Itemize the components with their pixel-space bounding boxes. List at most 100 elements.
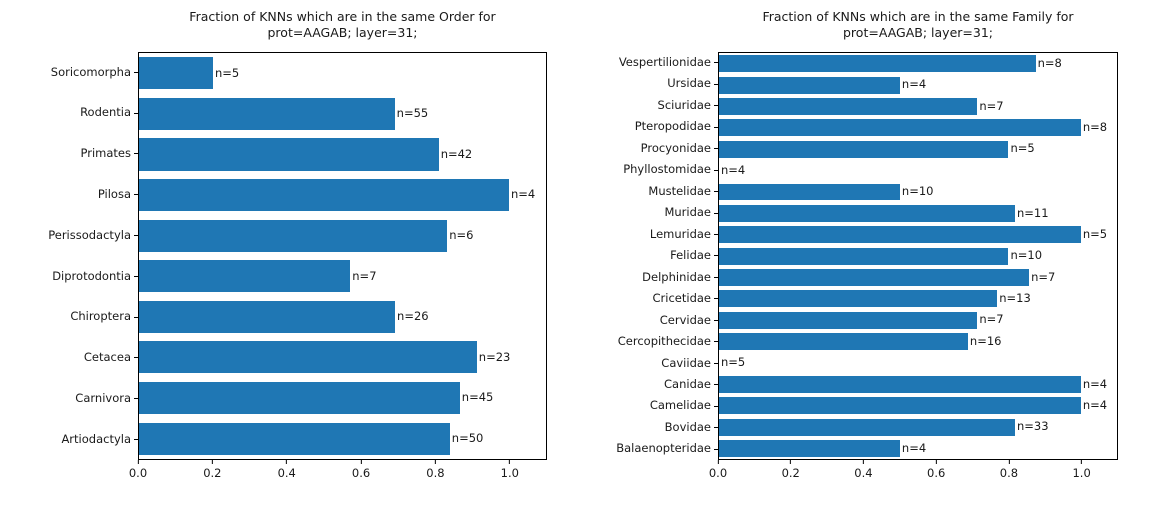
y-tick-label: Rodentia [80, 105, 131, 120]
y-tick-row: Primates [0, 134, 138, 175]
y-tick-label: Procyonidae [640, 140, 711, 155]
x-tick: 0.6 [927, 460, 945, 480]
y-tick-mark [714, 319, 718, 321]
bar-row: n=7 [719, 310, 1117, 331]
x-tick: 0.0 [709, 460, 727, 480]
bar-count-label: n=42 [440, 146, 473, 161]
bar-count-label: n=4 [1082, 376, 1108, 391]
x-tick-label: 0.0 [708, 466, 728, 480]
bar [719, 119, 1081, 137]
y-tick-row: Diprotodontia [0, 256, 138, 297]
y-tick-mark [134, 235, 138, 237]
x-tick: 0.4 [854, 460, 873, 480]
x-tick-mark [211, 460, 213, 464]
bar-row: n=5 [139, 53, 546, 94]
y-tick-mark [714, 255, 718, 257]
y-tick-mark [714, 148, 718, 150]
x-tick-label: 0.6 [351, 466, 371, 480]
bar-row: n=4 [719, 74, 1117, 95]
x-tick-mark [360, 460, 362, 464]
bars: n=5 n=55 n=42 n=4 n=6 n=7 n=26 n=23 n=45 n=50 [139, 53, 546, 459]
bar [719, 290, 998, 308]
y-tick-row: Mustelidae [558, 181, 718, 202]
y-tick-row: Artiodactyla [0, 419, 138, 460]
y-tick-mark [134, 194, 138, 196]
y-tick-mark [714, 405, 718, 407]
y-tick-label: Cetacea [83, 350, 131, 365]
bar-count-label: n=10 [1010, 248, 1043, 263]
bar-row: n=42 [139, 134, 546, 175]
bar-count-label: n=4 [901, 440, 927, 455]
bar-count-label: n=7 [1031, 269, 1056, 284]
bar-row: n=8 [719, 117, 1117, 138]
y-tick-mark [714, 212, 718, 214]
bar-row: n=4 [719, 438, 1117, 459]
y-tick-label: Muridae [664, 205, 711, 220]
y-tick-mark [714, 169, 718, 171]
y-tick-mark [714, 448, 718, 450]
y-tick-label: Mustelidae [648, 183, 711, 198]
y-tick-row: Pilosa [0, 174, 138, 215]
y-tick-mark [714, 427, 718, 429]
y-axis-labels: Soricomorpha Rodentia Primates Pilosa Periss… [0, 52, 138, 460]
x-tick-mark [509, 460, 511, 464]
x-tick-label: 1.0 [500, 466, 519, 480]
bar-count-label: n=4 [901, 77, 927, 92]
x-tick-mark [1081, 460, 1083, 464]
bar-count-label: n=7 [979, 312, 1004, 327]
y-tick-row: Ursidae [558, 73, 718, 94]
x-tick-label: 0.2 [203, 466, 222, 480]
y-tick-label: Balaenopteridae [616, 441, 711, 456]
bar-row: n=45 [139, 378, 546, 419]
y-tick-mark [714, 105, 718, 107]
y-tick-mark [714, 62, 718, 64]
x-tick-mark [935, 460, 937, 464]
x-tick-label: 0.0 [128, 466, 148, 480]
bars: n=8 n=4 n=7 n=8 n=5 n=4 n=10 n=11 n=5 n=10 n=7 n=13… [719, 53, 1117, 459]
y-tick-row: Chiroptera [0, 297, 138, 338]
y-tick-mark [714, 191, 718, 193]
y-tick-label: Delphinidae [642, 269, 711, 284]
bar-row: n=11 [719, 203, 1117, 224]
chart-title-line2: prot=AAGAB; layer=31; [267, 25, 418, 40]
x-tick: 0.2 [782, 460, 800, 480]
y-tick-row: Canidae [558, 374, 718, 395]
bar-count-label: n=4 [511, 187, 536, 202]
bar [719, 440, 900, 457]
bar [139, 260, 351, 293]
bar-count-label: n=7 [352, 268, 377, 283]
y-tick-row: Carnivora [0, 378, 138, 419]
bar-row: n=4 [719, 395, 1117, 416]
y-tick-row: Vespertilionidae [558, 52, 718, 73]
y-tick-mark [134, 439, 138, 441]
y-tick-label: Artiodactyla [61, 431, 131, 446]
y-tick-label: Camelidae [649, 398, 711, 413]
bar-count-label: n=5 [1082, 226, 1108, 241]
y-tick-row: Phyllostomidae [558, 159, 718, 180]
chart-title-line2: prot=AAGAB; layer=31; [843, 25, 993, 40]
bar [719, 247, 1009, 265]
bar-row: n=7 [719, 267, 1117, 288]
y-tick-label: Lemuridae [649, 226, 711, 241]
y-tick-label: Felidae [670, 248, 711, 263]
bar-row: n=5 [719, 139, 1117, 160]
y-axis-labels: Vespertilionidae Ursidae Sciuridae Pteropod… [558, 52, 718, 460]
bar-row: n=50 [139, 418, 546, 459]
y-tick-mark [134, 316, 138, 318]
y-tick-row: Rodentia [0, 93, 138, 134]
y-tick-row: Muridae [558, 202, 718, 223]
y-tick-mark [714, 83, 718, 85]
chart-title-line1: Fraction of KNNs which are in the same O… [189, 9, 496, 24]
bar-count-label: n=6 [449, 227, 474, 242]
y-tick-mark [714, 362, 718, 364]
bar [139, 300, 396, 333]
bar-row: n=10 [719, 245, 1117, 266]
y-tick-row: Delphinidae [558, 267, 718, 288]
bar-count-label: n=4 [721, 162, 746, 177]
bar [139, 57, 213, 90]
y-tick-mark [714, 341, 718, 343]
bar-row: n=6 [139, 215, 546, 256]
y-tick-mark [714, 276, 718, 278]
